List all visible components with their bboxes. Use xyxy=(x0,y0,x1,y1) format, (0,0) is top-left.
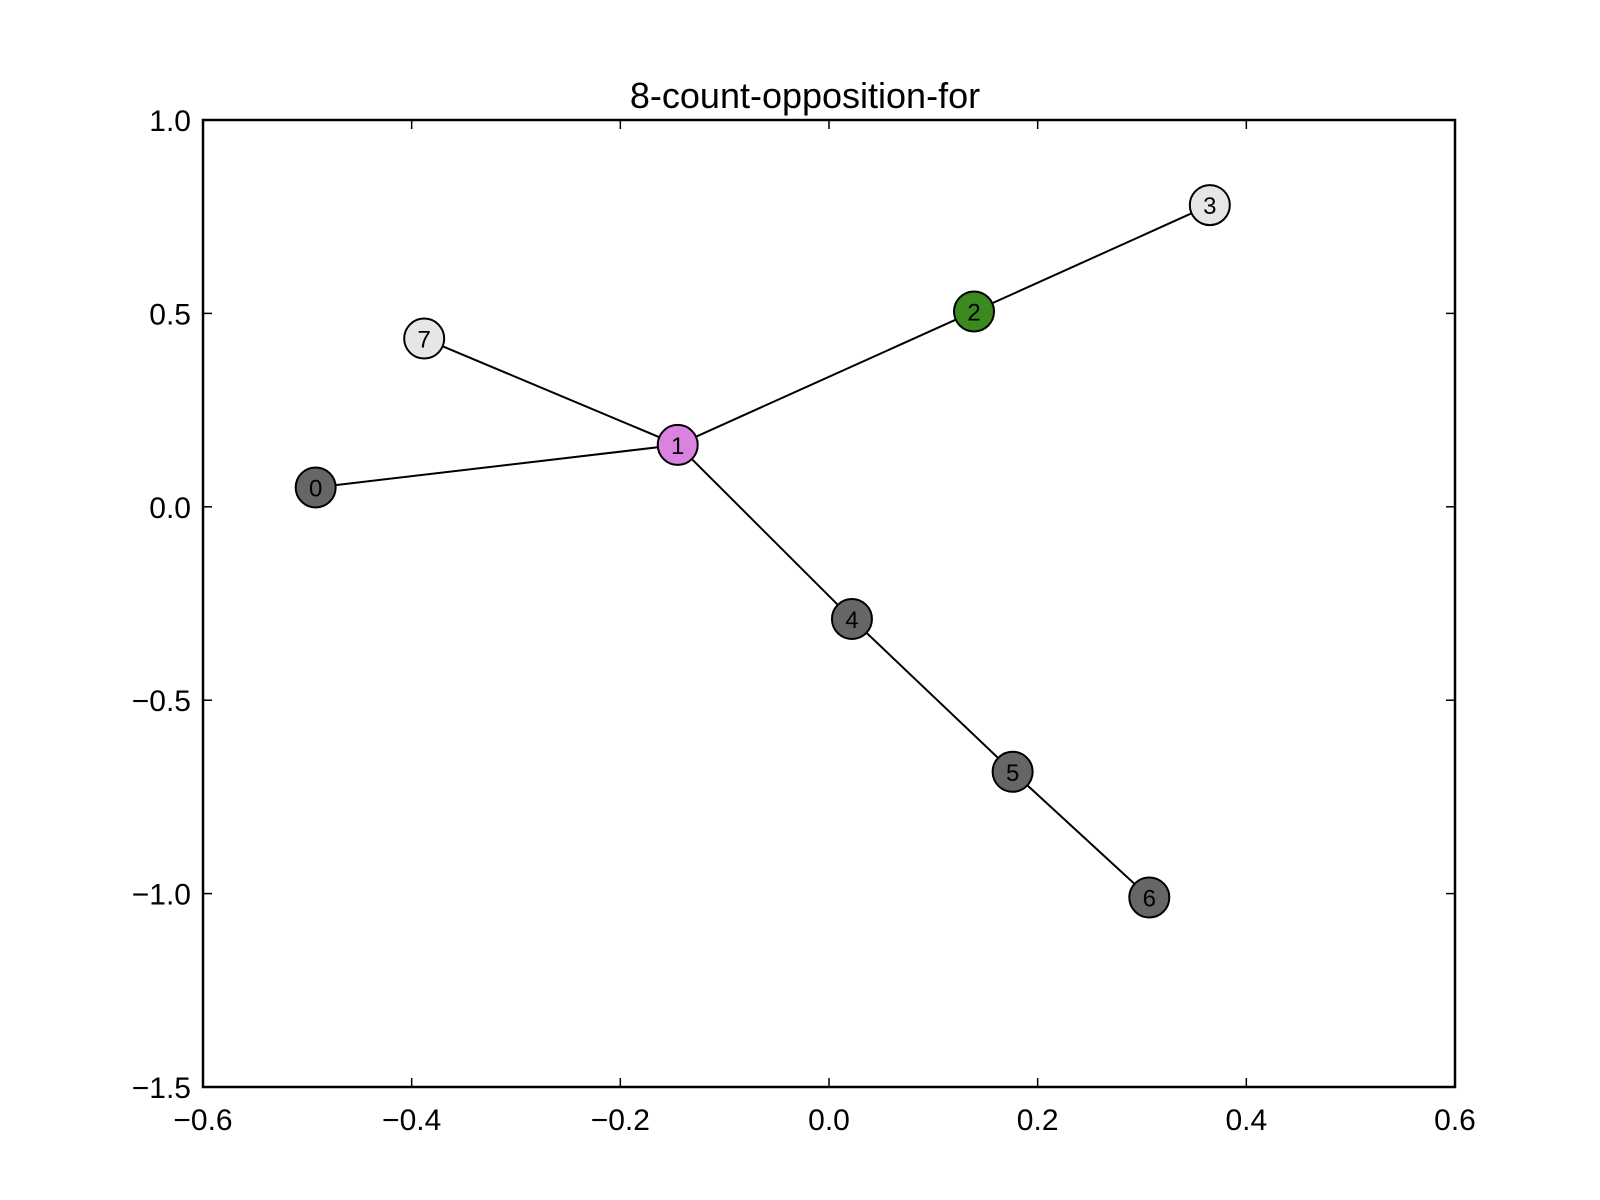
x-tick-label: 0.2 xyxy=(1017,1104,1059,1137)
node-marker xyxy=(953,290,996,333)
node-marker xyxy=(830,597,873,640)
node-label: 7 xyxy=(418,327,431,354)
node-6: 6 xyxy=(1128,876,1171,919)
node-label: 4 xyxy=(845,607,858,634)
node-7: 7 xyxy=(403,317,446,360)
node-0: 0 xyxy=(294,466,337,509)
edge-1-4 xyxy=(677,444,853,620)
axis-ticks xyxy=(202,119,1456,1088)
x-tick-label: −0.6 xyxy=(173,1104,232,1137)
edge-1-7 xyxy=(423,337,679,446)
node-label: 1 xyxy=(671,433,684,460)
node-label: 2 xyxy=(967,299,980,326)
node-label: 5 xyxy=(1006,760,1019,787)
node-3: 3 xyxy=(1188,184,1231,227)
node-5: 5 xyxy=(991,750,1034,793)
node-label: 0 xyxy=(309,475,322,502)
edge-5-6 xyxy=(1011,771,1150,899)
x-tick-label: 0.6 xyxy=(1434,1104,1476,1137)
edge-2-3 xyxy=(973,204,1211,313)
node-marker xyxy=(991,750,1034,793)
y-tick-label: −0.5 xyxy=(132,685,191,718)
axis-tick-labels: −0.6 −0.4 −0.2 0.0 0.2 0.4 0.6 1.0 0.5 0.0 −0.5 −1.… xyxy=(132,105,1476,1137)
y-tick-label: −1.5 xyxy=(132,1072,191,1105)
edges-layer xyxy=(315,204,1211,899)
x-tick-label: 0.4 xyxy=(1225,1104,1267,1137)
node-marker xyxy=(656,423,699,466)
x-tick-label: 0.0 xyxy=(808,1104,850,1137)
y-tick-label: 1.0 xyxy=(149,105,191,138)
node-marker xyxy=(294,466,337,509)
node-marker xyxy=(403,317,446,360)
node-label: 6 xyxy=(1143,885,1156,912)
edge-0-1 xyxy=(315,443,678,489)
x-tick-label: −0.2 xyxy=(591,1104,650,1137)
y-tick-label: 0.5 xyxy=(149,298,191,331)
x-tick-label: −0.4 xyxy=(382,1104,441,1137)
edge-1-2 xyxy=(677,310,975,446)
y-tick-label: 0.0 xyxy=(149,492,191,525)
y-tick-label: −1.0 xyxy=(132,879,191,912)
node-marker xyxy=(1188,184,1231,227)
plot-frame xyxy=(201,118,1457,1089)
node-2: 2 xyxy=(953,290,996,333)
node-marker xyxy=(1128,876,1171,919)
node-label: 3 xyxy=(1203,193,1216,220)
nodes-layer: 0 1 2 3 4 5 6 7 xyxy=(294,184,1231,919)
edge-4-5 xyxy=(851,618,1014,773)
node-1: 1 xyxy=(656,423,699,466)
chart-title: 8-count-opposition-for xyxy=(630,75,980,116)
node-4: 4 xyxy=(830,597,873,640)
